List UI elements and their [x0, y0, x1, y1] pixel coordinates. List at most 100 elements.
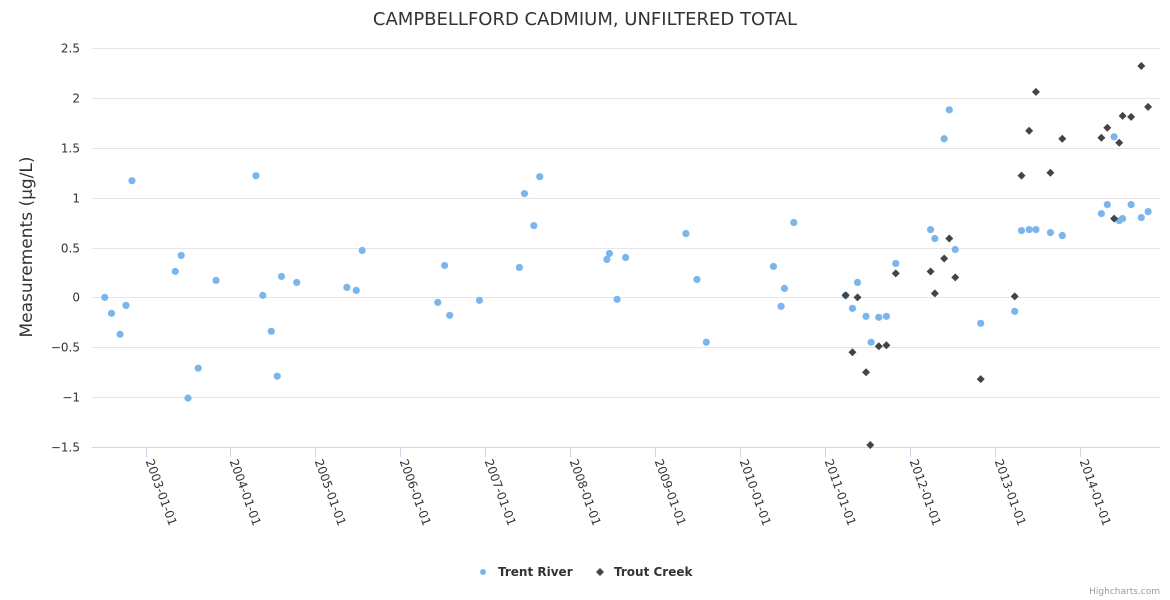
legend-label: Trent River	[498, 565, 573, 579]
x-tick-label: 2003-01-01	[143, 457, 180, 527]
x-tick-label: 2014-01-01	[1077, 457, 1114, 527]
data-point-circle	[1058, 231, 1066, 240]
data-point-circle	[1110, 133, 1118, 141]
data-point-circle	[702, 338, 710, 346]
series-trent-river	[101, 106, 1152, 402]
data-point-circle	[515, 263, 523, 272]
data-point-diamond	[940, 254, 949, 263]
data-point-circle	[352, 286, 360, 294]
data-point-diamond	[1115, 138, 1124, 147]
x-tick-label: 2005-01-01	[312, 457, 349, 527]
data-point-circle	[1127, 201, 1135, 209]
data-point-circle	[951, 245, 959, 254]
data-point-diamond	[1017, 171, 1026, 180]
data-point-diamond	[1127, 112, 1136, 121]
grid-lines	[92, 48, 1160, 398]
data-point-circle	[621, 253, 630, 262]
data-point-diamond	[1097, 133, 1106, 142]
data-point-circle	[1025, 225, 1033, 234]
data-point-circle	[1046, 228, 1054, 237]
data-point-diamond	[930, 289, 939, 298]
data-point-circle	[780, 284, 789, 292]
legend-marker-circle	[480, 569, 486, 575]
data-point-diamond	[1118, 111, 1127, 120]
data-point-diamond	[891, 269, 900, 278]
legend-label: Trout Creek	[614, 565, 693, 579]
data-point-circle	[605, 249, 614, 258]
data-point-diamond	[1058, 134, 1067, 143]
series-trout-creek	[841, 61, 1153, 450]
legend-item-trent-river[interactable]: Trent River	[480, 565, 573, 579]
y-tick-label: 0.5	[61, 242, 80, 256]
y-tick-label: 2	[72, 92, 80, 106]
x-tick-label: 2013-01-01	[992, 457, 1029, 527]
data-point-circle	[212, 276, 220, 285]
data-point-circle	[259, 291, 267, 299]
data-point-circle	[122, 301, 130, 309]
x-tick-label: 2011-01-01	[822, 457, 859, 527]
data-point-circle	[1097, 209, 1105, 218]
data-point-circle	[171, 267, 179, 276]
data-point-circle	[343, 283, 351, 291]
legend-item-trout-creek[interactable]: Trout Creek	[596, 565, 693, 579]
data-point-circle	[194, 364, 202, 372]
data-point-circle	[867, 338, 875, 346]
data-point-diamond	[853, 293, 862, 302]
data-point-circle	[1119, 214, 1127, 223]
data-point-circle	[862, 312, 870, 320]
data-point-circle	[693, 275, 701, 284]
data-point-circle	[882, 312, 891, 320]
data-point-circle	[613, 295, 621, 303]
data-point-circle	[530, 221, 538, 230]
data-point-diamond	[951, 273, 960, 282]
data-point-diamond	[862, 368, 871, 377]
data-point-diamond	[841, 291, 850, 300]
data-point-circle	[475, 296, 484, 304]
x-tick-label: 2006-01-01	[397, 457, 434, 527]
data-point-circle	[603, 255, 611, 264]
y-tick-label: 0	[72, 291, 80, 305]
data-point-circle	[926, 225, 935, 234]
data-point-diamond	[882, 341, 891, 350]
data-point-circle	[128, 177, 136, 185]
data-point-circle	[790, 218, 798, 227]
data-point-circle	[277, 272, 286, 281]
data-point-diamond	[1031, 87, 1040, 96]
data-point-circle	[1017, 226, 1026, 235]
data-point-circle	[293, 278, 301, 287]
data-point-circle	[853, 278, 862, 287]
data-point-circle	[107, 309, 116, 317]
credits-link[interactable]: Highcharts.com	[1089, 587, 1160, 597]
data-point-circle	[358, 246, 366, 255]
data-point-diamond	[1010, 292, 1019, 301]
y-tick-label: 1.5	[61, 142, 80, 156]
y-tick-label: −1.5	[51, 441, 80, 455]
data-point-circle	[892, 259, 900, 268]
y-tick-label: 2.5	[61, 42, 80, 56]
data-point-circle	[1103, 201, 1111, 209]
data-point-circle	[273, 372, 281, 380]
data-point-circle	[520, 190, 529, 198]
x-axis: 2003-01-01 2004-01-01 2005-01-01 2006-01-01…	[92, 447, 1160, 528]
data-point-circle	[184, 394, 192, 402]
y-axis-ticks: −1.5 −1 −0.5 0 0.5 1 1.5 2 2.5	[51, 42, 80, 455]
data-point-circle	[446, 311, 454, 319]
y-tick-label: 1	[72, 192, 80, 206]
x-tick-label: 2004-01-01	[227, 457, 264, 527]
data-point-circle	[682, 229, 690, 238]
data-point-circle	[536, 173, 544, 181]
data-point-circle	[441, 261, 449, 270]
data-point-diamond	[848, 348, 857, 357]
data-point-diamond	[1046, 168, 1055, 177]
data-point-circle	[977, 319, 985, 327]
data-point-diamond	[1103, 123, 1112, 132]
data-point-circle	[945, 106, 953, 114]
data-point-diamond	[874, 342, 883, 351]
x-tick-label: 2007-01-01	[482, 457, 519, 527]
data-point-diamond	[1137, 61, 1146, 70]
data-point-circle	[940, 135, 948, 143]
data-point-diamond	[945, 234, 954, 243]
data-point-circle	[267, 327, 275, 335]
data-point-diamond	[1110, 214, 1119, 223]
